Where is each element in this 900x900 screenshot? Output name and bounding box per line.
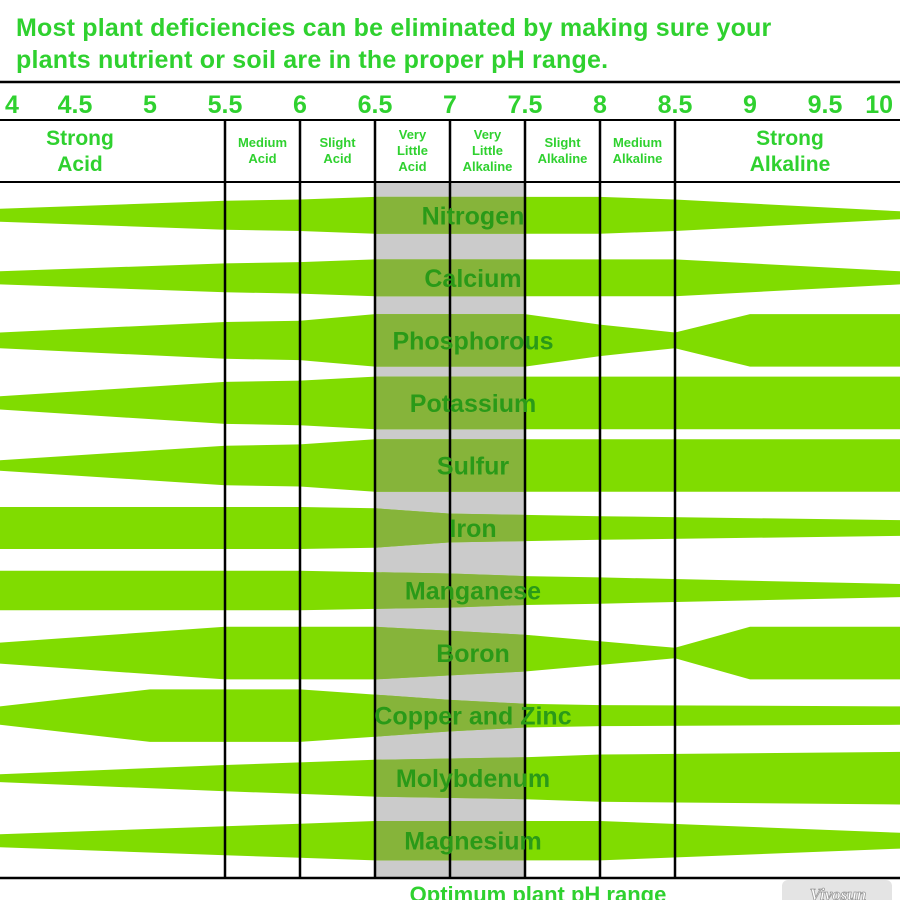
acidity-categories: StrongAcidMediumAcidSlightAcidVeryLittle… [46,127,830,176]
nutrient-label-iron: Iron [449,515,496,543]
category-3-line-1: Little [397,143,428,158]
nutrient-label-nitrogen: Nitrogen [422,202,525,230]
ph-tick-6.5: 6.5 [358,91,393,119]
ph-tick-7.5: 7.5 [508,91,543,119]
ph-tick-labels: 4 4.5 5 5.5 6 6.5 7 7.5 8 8.5 9 9.5 10 [5,91,893,119]
ph-tick-10: 10 [865,91,893,119]
category-7-line-0: Strong [756,127,824,150]
category-4-line-0: Very [474,127,502,142]
category-6-line-1: Alkaline [613,151,663,166]
ph-tick-5.5: 5.5 [208,91,243,119]
ph-tick-5: 5 [143,91,157,119]
watermark-text: Vivosun [810,885,867,900]
category-1-line-1: Acid [248,151,276,166]
ph-tick-4.5: 4.5 [58,91,93,119]
nutrient-label-copper-and-zinc: Copper and Zinc [374,703,571,731]
nutrient-label-boron: Boron [436,640,510,668]
optimum-range-label: Optimum plant pH range [410,882,667,900]
headline-line-2: plants nutrient or soil are in the prope… [16,46,609,74]
category-7-line-1: Alkaline [750,153,831,176]
category-4-line-2: Alkaline [463,159,513,174]
nutrient-label-potassium: Potassium [410,390,536,418]
category-3-line-0: Very [399,127,427,142]
nutrient-label-calcium: Calcium [424,265,521,293]
nutrient-label-manganese: Manganese [405,578,541,606]
category-5-line-0: Slight [544,135,581,150]
ph-tick-4: 4 [5,91,19,119]
category-3-line-2: Acid [398,159,426,174]
nutrient-label-phosphorous: Phosphorous [392,327,553,355]
category-6-line-0: Medium [613,135,662,150]
nutrient-label-magnesium: Magnesium [404,828,542,856]
category-2-line-1: Acid [323,151,351,166]
category-1-line-0: Medium [238,135,287,150]
watermark-plate [782,880,892,900]
category-2-line-0: Slight [319,135,356,150]
category-4-line-1: Little [472,143,503,158]
ph-tick-8.5: 8.5 [658,91,693,119]
ph-tick-9: 9 [743,91,757,119]
ph-tick-6: 6 [293,91,307,119]
ph-tick-8: 8 [593,91,607,119]
category-0-line-1: Acid [57,153,103,176]
nutrient-label-sulfur: Sulfur [437,452,509,480]
grid-lines [0,80,900,880]
headline-line-1: Most plant deficiencies can be eliminate… [16,14,772,42]
watermark-logo: Vivosun [782,880,892,900]
category-5-line-1: Alkaline [538,151,588,166]
category-0-line-0: Strong [46,127,114,150]
ph-tick-7: 7 [443,91,457,119]
nutrient-label-molybdenum: Molybdenum [396,765,550,793]
ph-tick-9.5: 9.5 [808,91,843,119]
headline: Most plant deficiencies can be eliminate… [16,12,896,76]
nutrient-labels: Nitrogen Calcium Phosphorous Potassium Sulfu… [374,202,571,855]
